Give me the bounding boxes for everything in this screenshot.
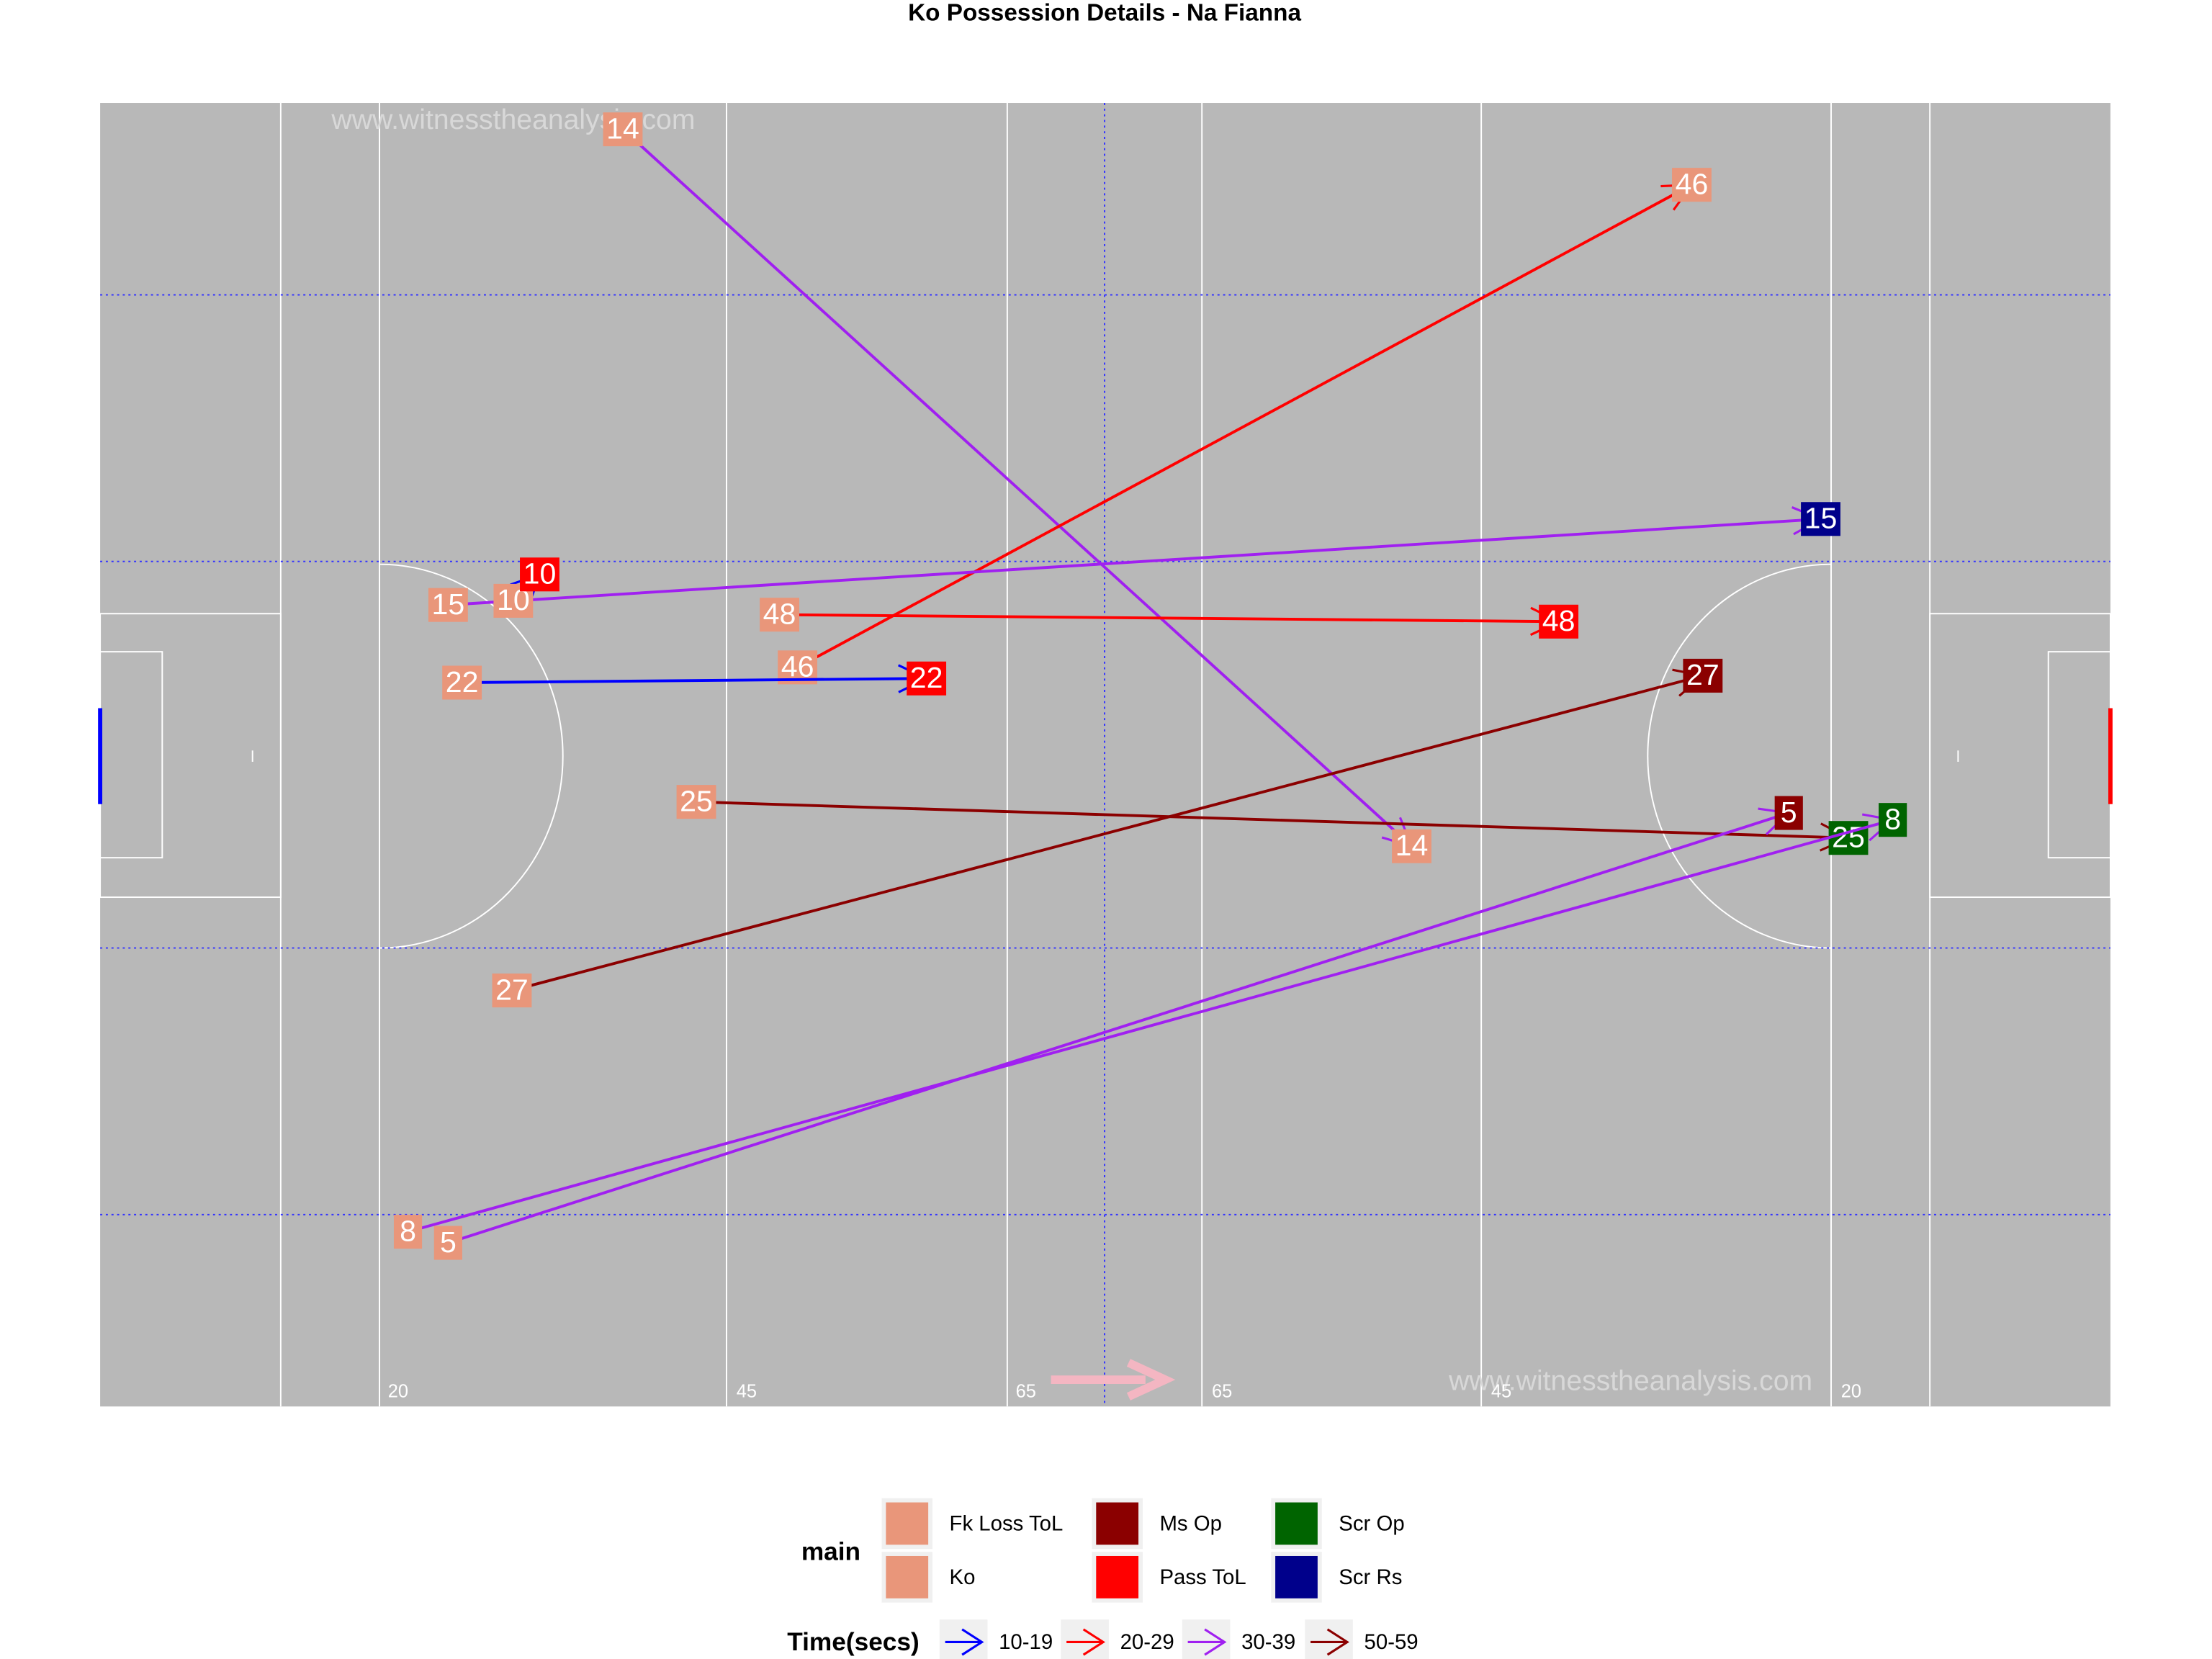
legend-label: Fk Loss ToL — [950, 1512, 1064, 1536]
end-label: 14 — [1395, 829, 1429, 862]
start-label: 25 — [680, 784, 713, 817]
start-marker — [442, 665, 482, 700]
legend-label: Ms Op — [1159, 1512, 1222, 1536]
pitch-surface — [100, 103, 2110, 1407]
end-marker — [1879, 803, 1907, 837]
end-label: 46 — [1676, 167, 1709, 200]
start-marker — [760, 598, 799, 632]
legend-label: 10-19 — [999, 1630, 1053, 1654]
possession-line — [796, 183, 1693, 669]
legend-label: 30-39 — [1241, 1630, 1295, 1654]
arc — [379, 563, 564, 949]
legend-swatch — [1275, 1555, 1318, 1599]
start-marker — [676, 785, 716, 819]
legend-title: main — [801, 1537, 860, 1565]
possession-line — [696, 800, 1849, 840]
legend-arrow — [1310, 1628, 1349, 1656]
legend-label: Ko — [950, 1565, 976, 1589]
start-label: 5 — [440, 1226, 457, 1259]
end-marker — [1392, 829, 1431, 863]
distance-label: 20 — [388, 1381, 408, 1401]
legend-label: Scr Op — [1339, 1512, 1404, 1536]
end-label: 27 — [1686, 658, 1719, 691]
start-label: 8 — [400, 1214, 416, 1247]
start-marker — [492, 974, 532, 1008]
end-marker — [1539, 604, 1579, 639]
end-label: 8 — [1884, 803, 1901, 836]
end-label: 22 — [910, 661, 943, 694]
end-marker — [520, 557, 559, 592]
possession-line — [621, 128, 1413, 848]
legend-swatch — [1275, 1502, 1318, 1545]
end-marker — [1801, 502, 1840, 536]
direction-arrow — [1051, 1359, 1176, 1401]
end-label: 5 — [1781, 796, 1797, 829]
end-label: 48 — [1542, 604, 1575, 637]
legend-arrow — [1066, 1628, 1105, 1656]
start-marker — [428, 588, 468, 622]
pitch — [98, 103, 2113, 1407]
possession-line — [447, 811, 1789, 1244]
end-marker — [1683, 658, 1723, 693]
legend-arrow — [1187, 1628, 1227, 1656]
legend-title: Time(secs) — [787, 1628, 920, 1656]
start-label: 14 — [606, 112, 639, 145]
end-label: 25 — [1832, 821, 1865, 854]
start-label: 46 — [781, 650, 814, 683]
possession-line — [462, 677, 927, 684]
legend-label: Scr Rs — [1339, 1565, 1402, 1589]
legend-label: Pass ToL — [1159, 1565, 1246, 1589]
legend-label: 20-29 — [1120, 1630, 1174, 1654]
distance-label: 45 — [737, 1381, 757, 1401]
possession-line — [448, 517, 1821, 607]
legend-swatch — [886, 1502, 929, 1545]
start-marker — [603, 112, 643, 147]
watermark: www.witnesstheanalysis.com — [1448, 1365, 1812, 1396]
possession-line — [779, 613, 1559, 624]
start-label: 27 — [495, 973, 529, 1006]
start-marker — [393, 1215, 423, 1249]
possession-line — [408, 818, 1894, 1233]
possession-line — [511, 674, 1704, 992]
start-label: 22 — [446, 665, 479, 698]
legend-arrow — [945, 1628, 984, 1656]
distance-label: 65 — [1016, 1381, 1036, 1401]
distance-label: 65 — [1212, 1381, 1232, 1401]
legend-swatch — [886, 1555, 929, 1599]
legend-swatch — [1096, 1555, 1139, 1599]
end-marker — [907, 661, 947, 696]
start-label: 15 — [432, 588, 465, 621]
legend-swatch — [1096, 1502, 1139, 1545]
start-label: 48 — [763, 597, 796, 630]
end-marker — [1774, 796, 1803, 830]
chart-title: Ko Possession Details - Na Fianna — [908, 0, 1301, 26]
start-marker — [433, 1226, 462, 1260]
end-label: 10 — [523, 557, 557, 590]
distance-label: 20 — [1841, 1381, 1861, 1401]
distance-label: 45 — [1491, 1381, 1511, 1401]
legend-label: 50-59 — [1364, 1630, 1419, 1654]
arc — [1647, 563, 1832, 949]
end-marker — [1672, 168, 1712, 202]
end-label: 15 — [1804, 502, 1838, 535]
end-marker — [1828, 821, 1869, 855]
